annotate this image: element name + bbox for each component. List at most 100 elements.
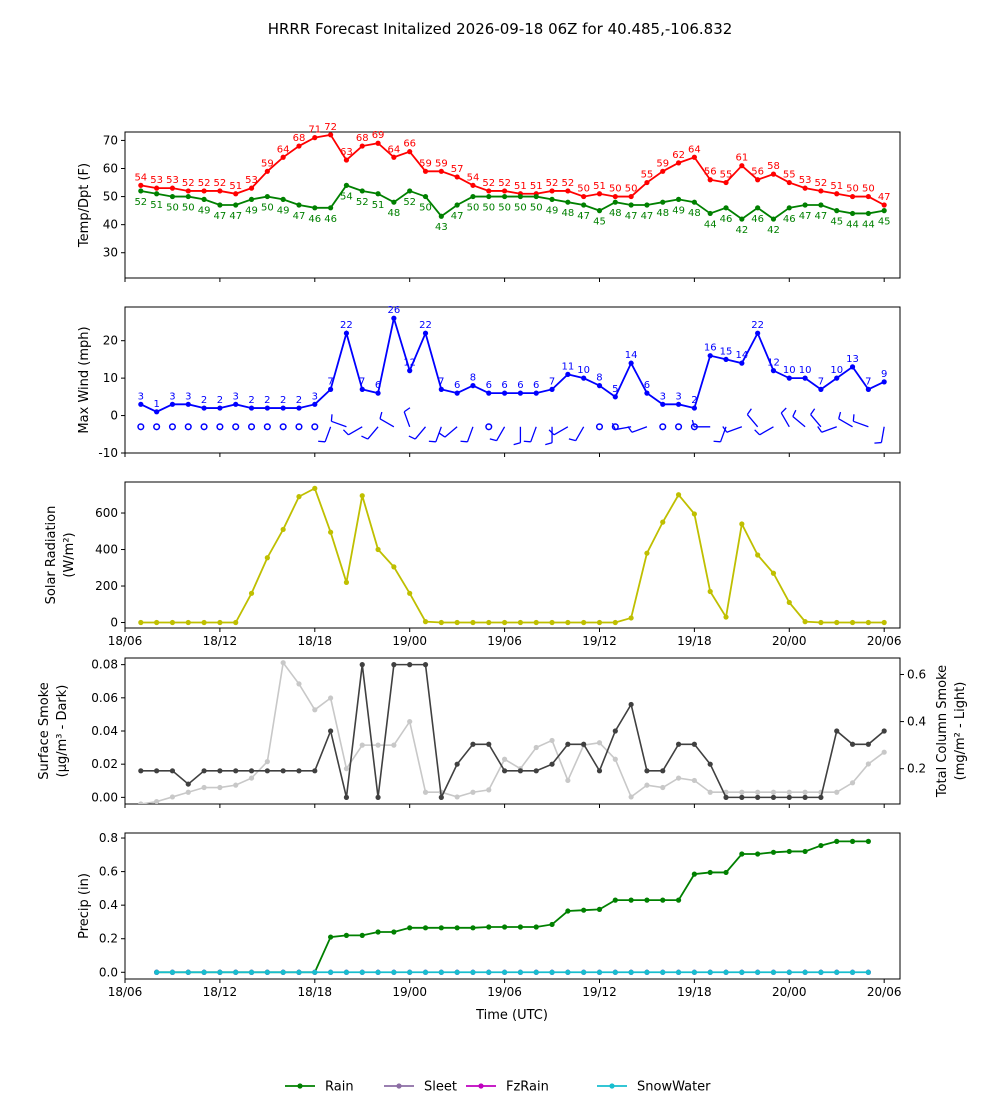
snowwater-point [865,969,871,975]
wind-barb [403,411,411,428]
temperature-point [865,193,871,200]
column-smoke-point [154,799,160,804]
y-tick-label: 0.6 [99,865,118,879]
temperature-point [612,193,618,200]
temperature-point [233,191,239,197]
column-smoke-point [217,784,223,791]
wind-barb-flag [874,441,882,444]
dewpoint-point [612,199,618,205]
wind-barb-flag [489,438,497,442]
temperature-data-label: 52 [546,178,559,189]
solar-radiation-point [770,570,777,576]
max-wind-data-label: 10 [783,365,796,376]
max-wind-point [391,315,397,321]
column-smoke-line [140,660,885,804]
y2-axis-label: Total Column Smoke (mg/m² - Light) [935,665,968,798]
dewpoint-data-label: 44 [862,219,875,230]
y-axis-label: Max Wind (mph) [77,326,92,433]
snowwater-point [770,969,777,975]
max-wind-data-label: 10 [799,365,812,376]
max-wind-data-label: 22 [340,320,353,331]
temperature-point [660,168,666,174]
dewpoint-point [312,205,318,211]
surface-smoke-point [185,781,191,787]
max-wind-point [533,390,539,396]
surface-smoke-point [201,768,207,774]
dewpoint-point [644,202,650,208]
wind-barb [379,418,395,428]
column-smoke-point [264,759,270,765]
max-wind-data-label: 26 [388,305,401,316]
wind-barb [810,414,822,428]
solar-radiation-point [533,619,539,626]
dewpoint-point [739,216,745,222]
rain-point [865,838,871,844]
snowwater-point [486,969,492,975]
column-smoke-point [533,744,539,751]
y-axis-label: Solar Radiation (W/m²) [44,506,77,605]
max-wind-data-label: 16 [704,343,717,354]
y-tick-label: 0.0 [99,965,118,979]
wind-barb-flag [722,426,728,433]
dewpoint-point [454,202,460,208]
snowwater-point [707,969,713,975]
rain-point [549,921,555,928]
max-wind-point [628,360,634,366]
dewpoint-point [818,202,824,208]
surface-smoke-point [802,794,808,800]
rain-line [156,840,869,974]
plot-area [138,485,887,626]
temperature-point [486,188,492,194]
max-wind-data-label: 7 [818,376,824,387]
snowwater-point [802,969,808,975]
temperature-data-label: 63 [340,147,353,158]
surface-smoke-point [375,794,381,800]
wind-barb-flag [318,440,326,443]
temperature-point [407,149,413,155]
legend-label: Rain [325,1080,354,1095]
temperature-point [723,179,729,186]
y-tick-label: 70 [103,133,118,147]
x-tick-label: 18/18 [297,634,332,648]
solar-radiation-point [185,619,191,626]
max-wind-data-label: 2 [264,395,270,406]
y-tick-label: 30 [103,246,118,260]
column-smoke-point [739,789,745,795]
column-smoke-point [359,742,365,748]
solar-radiation-point [422,619,429,625]
dewpoint-point [296,202,302,208]
dewpoint-data-label: 49 [672,205,685,216]
max-wind-data-label: 2 [201,395,207,406]
surface-smoke-point [391,662,397,668]
surface-smoke-point [328,728,334,734]
snowwater-point [217,969,223,975]
dewpoint-data-label: 45 [830,217,843,228]
calm-wind-marker [279,423,287,431]
dewpoint-point [565,199,571,205]
surface-smoke-point [169,768,176,774]
y-tick-label: 40 [103,218,118,232]
rain-point [422,925,429,931]
dewpoint-data-label: 47 [625,211,638,222]
temperature-point [691,154,697,160]
temperature-data-label: 50 [862,184,875,195]
solar-radiation-point [154,619,160,626]
temperature-data-label: 72 [324,122,337,133]
max-wind-point [501,390,508,396]
solar-radiation-point [517,619,524,626]
solar-radiation-point [375,546,381,553]
temperature-point [818,188,824,194]
surface-smoke-point [786,794,792,800]
wind-barb [466,426,474,443]
surface-smoke-point [501,768,508,774]
y-tick-label: 0 [110,616,118,630]
max-wind-data-label: 2 [217,395,223,406]
plot-area [138,660,887,804]
rain-point [486,924,492,930]
surface-smoke-point [359,662,365,668]
dewpoint-data-label: 52 [356,197,369,208]
dewpoint-data-label: 49 [277,205,290,216]
column-smoke-point [865,761,871,767]
solar-radiation-point [628,615,634,621]
temperature-data-label: 56 [704,167,717,178]
